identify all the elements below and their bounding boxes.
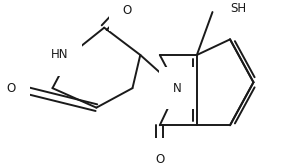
Text: O: O	[123, 4, 132, 17]
Text: O: O	[6, 82, 16, 95]
Text: N: N	[173, 82, 182, 95]
Text: SH: SH	[230, 2, 246, 15]
Text: O: O	[155, 153, 164, 165]
Text: HN: HN	[50, 49, 68, 61]
